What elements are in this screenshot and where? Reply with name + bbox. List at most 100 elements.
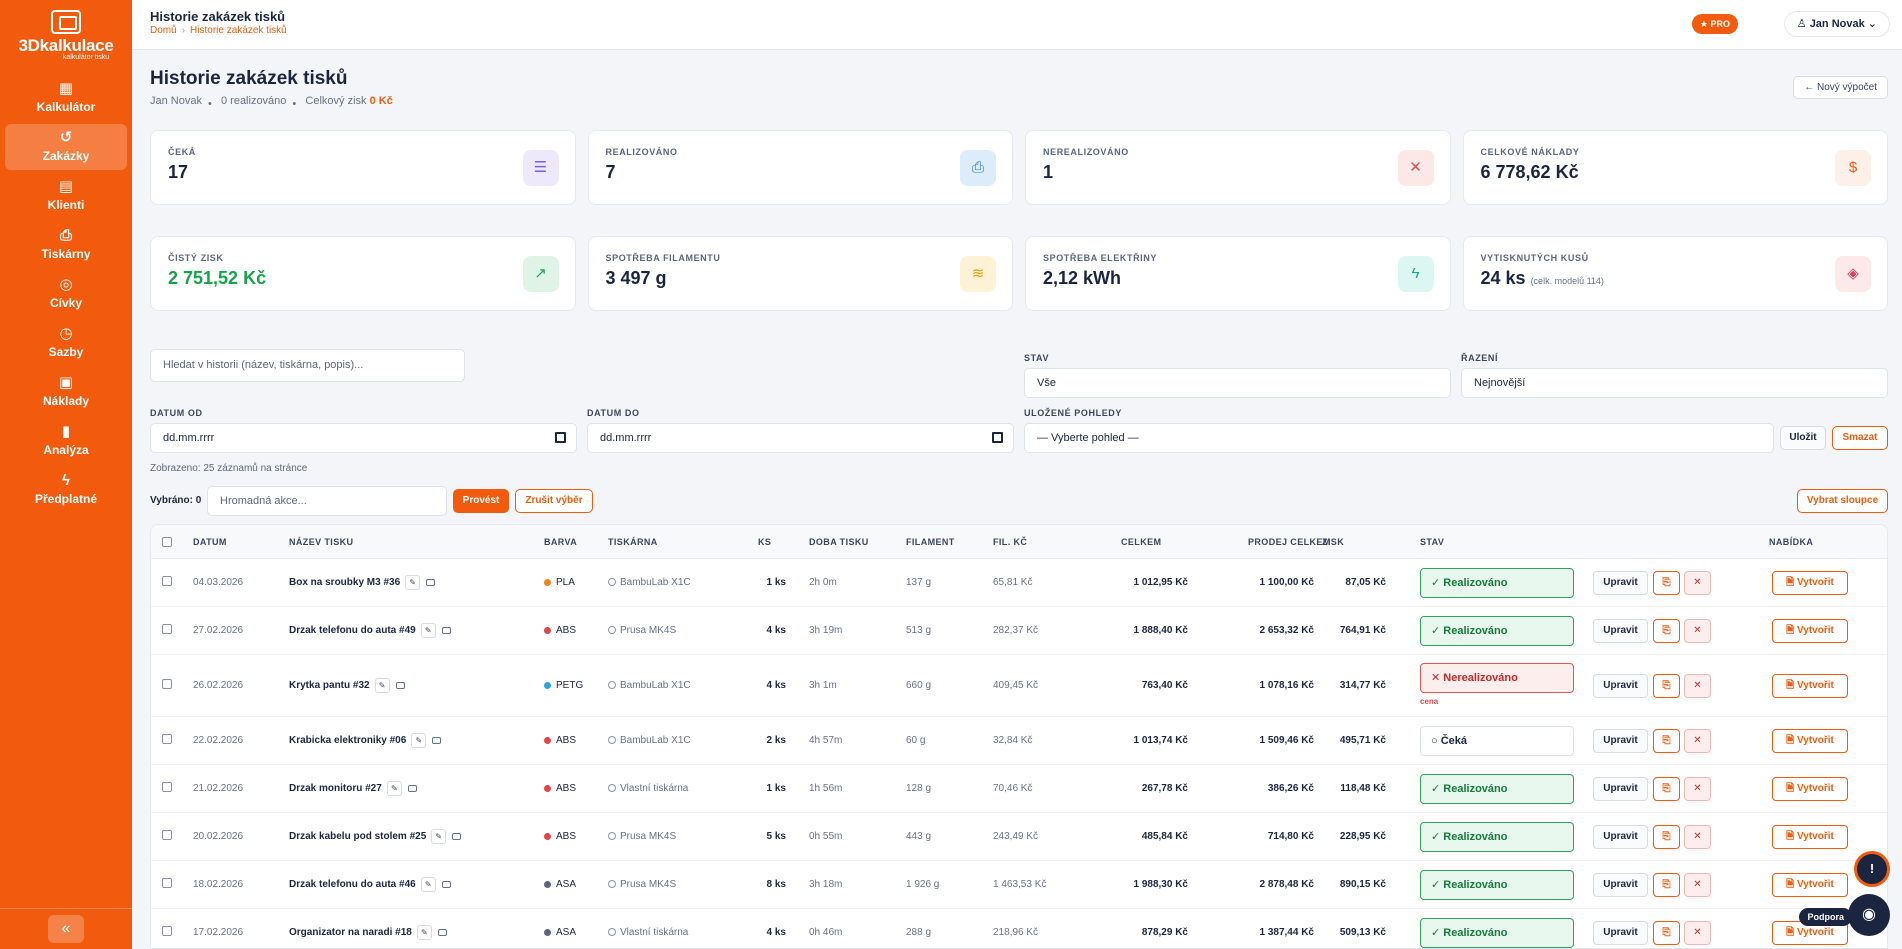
edit-note-icon[interactable]: ✎ — [405, 575, 421, 590]
column-header[interactable]: PRODEJ CELKEM — [1248, 537, 1331, 547]
column-header[interactable]: STAV — [1420, 537, 1445, 547]
edit-button[interactable]: Upravit — [1593, 777, 1648, 801]
bulk-action-select[interactable]: Hromadná akce... — [207, 486, 447, 516]
calendar-icon[interactable] — [992, 432, 1003, 443]
sidebar-item-spool[interactable]: ◎ Cívky — [5, 271, 127, 317]
comment-icon[interactable] — [441, 627, 451, 634]
create-offer-button[interactable]: 🗎 Vytvořit — [1772, 873, 1848, 897]
edit-note-icon[interactable]: ✎ — [416, 925, 432, 940]
row-checkbox[interactable] — [162, 734, 172, 744]
row-checkbox[interactable] — [162, 576, 172, 586]
comment-icon[interactable] — [407, 785, 417, 792]
status-select[interactable]: ✓ Realizováno — [1420, 774, 1574, 804]
create-offer-button[interactable]: 🗎 Vytvořit — [1772, 729, 1848, 753]
row-checkbox[interactable] — [162, 878, 172, 888]
saved-views-select[interactable]: — Vyberte pohled — — [1024, 423, 1774, 453]
create-offer-button[interactable]: 🗎 Vytvořit — [1772, 825, 1848, 849]
comment-icon[interactable] — [426, 579, 436, 586]
column-header[interactable]: BARVA — [544, 537, 578, 547]
sidebar-item-wallet[interactable]: ▣ Náklady — [5, 369, 127, 415]
edit-note-icon[interactable]: ✎ — [420, 877, 436, 892]
comment-icon[interactable] — [441, 881, 451, 888]
sidebar-item-history[interactable]: ↺ Zakázky — [5, 124, 127, 170]
row-checkbox[interactable] — [162, 624, 172, 634]
create-offer-button[interactable]: 🗎 Vytvořit — [1772, 619, 1848, 643]
row-name-text[interactable]: Drzak monitoru #27 — [289, 783, 382, 795]
row-checkbox[interactable] — [162, 926, 172, 936]
clear-selection-button[interactable]: Zrušit výběr — [515, 489, 593, 513]
delete-button[interactable]: ✕ — [1684, 825, 1711, 849]
status-select[interactable]: ✓ Realizováno — [1420, 870, 1574, 900]
copy-button[interactable]: ⎘ — [1653, 619, 1680, 643]
edit-button[interactable]: Upravit — [1593, 571, 1648, 595]
column-header[interactable]: NABÍDKA — [1769, 537, 1814, 547]
user-menu-button[interactable]: ♙ Jan Novak ⌄ — [1783, 11, 1890, 37]
run-bulk-action-button[interactable]: Provést — [453, 489, 509, 513]
column-header[interactable]: FIL. KČ — [993, 537, 1028, 547]
comment-icon[interactable] — [395, 682, 405, 689]
status-select[interactable]: ✓ Realizováno — [1420, 918, 1574, 948]
row-name-text[interactable]: Drzak telefonu do auta #46 — [289, 879, 416, 891]
support-chat-button[interactable]: ◉ — [1848, 894, 1890, 936]
copy-button[interactable]: ⎘ — [1653, 571, 1680, 595]
delete-button[interactable]: ✕ — [1684, 873, 1711, 897]
date-to-input[interactable]: dd.mm.rrrr — [587, 423, 1014, 453]
column-header[interactable]: FILAMENT — [906, 537, 955, 547]
column-header[interactable]: DOBA TISKU — [809, 537, 869, 547]
status-select[interactable]: ✕ Nerealizováno — [1420, 663, 1574, 693]
comment-icon[interactable] — [437, 929, 447, 936]
copy-button[interactable]: ⎘ — [1653, 873, 1680, 897]
edit-note-icon[interactable]: ✎ — [420, 623, 436, 638]
edit-button[interactable]: Upravit — [1593, 825, 1648, 849]
collapse-sidebar-button[interactable]: « — [48, 915, 84, 943]
search-input[interactable]: Hledat v historii (název, tiskárna, popi… — [150, 349, 465, 382]
status-select[interactable]: ✓ Realizováno — [1420, 822, 1574, 852]
edit-button[interactable]: Upravit — [1593, 619, 1648, 643]
row-checkbox[interactable] — [162, 782, 172, 792]
choose-columns-button[interactable]: Vybrat sloupce — [1797, 489, 1888, 513]
status-select[interactable]: ○ Čeká — [1420, 726, 1574, 756]
copy-button[interactable]: ⎘ — [1653, 729, 1680, 753]
column-header[interactable]: DATUM — [193, 537, 227, 547]
column-header[interactable]: KS — [758, 537, 772, 547]
comment-icon[interactable] — [432, 737, 442, 744]
save-view-button[interactable]: Uložit — [1780, 426, 1826, 450]
create-offer-button[interactable]: 🗎 Vytvořit — [1772, 674, 1848, 698]
delete-button[interactable]: ✕ — [1684, 619, 1711, 643]
delete-view-button[interactable]: Smazat — [1832, 426, 1888, 450]
row-name-text[interactable]: Krabicka elektroniky #06 — [289, 735, 407, 747]
row-name-text[interactable]: Organizator na naradi #18 — [289, 927, 412, 939]
column-header[interactable]: TISKÁRNA — [608, 537, 658, 547]
edit-note-icon[interactable]: ✎ — [411, 733, 427, 748]
row-checkbox[interactable] — [162, 679, 172, 689]
copy-button[interactable]: ⎘ — [1653, 777, 1680, 801]
edit-note-icon[interactable]: ✎ — [374, 678, 390, 693]
column-header[interactable]: NÁZEV TISKU — [289, 537, 354, 547]
row-name-text[interactable]: Box na sroubky M3 #36 — [289, 577, 401, 589]
copy-button[interactable]: ⎘ — [1653, 674, 1680, 698]
create-offer-button[interactable]: 🗎 Vytvořit — [1772, 777, 1848, 801]
edit-note-icon[interactable]: ✎ — [386, 781, 402, 796]
copy-button[interactable]: ⎘ — [1653, 921, 1680, 945]
date-from-input[interactable]: dd.mm.rrrr — [150, 423, 577, 453]
status-select[interactable]: ✓ Realizováno — [1420, 616, 1574, 646]
edit-button[interactable]: Upravit — [1593, 674, 1648, 698]
edit-note-icon[interactable]: ✎ — [431, 829, 447, 844]
row-checkbox[interactable] — [162, 830, 172, 840]
sidebar-item-calculator[interactable]: ▦ Kalkulátor — [5, 75, 127, 121]
brand-logo[interactable]: 3Dkalkulace kalkulátor tisku — [0, 0, 132, 72]
create-offer-button[interactable]: 🗎 Vytvořit — [1772, 571, 1848, 595]
new-calculation-button[interactable]: ← Nový výpočet — [1793, 76, 1888, 99]
sort-select[interactable]: Nejnovější — [1461, 368, 1888, 398]
sidebar-item-bar-chart[interactable]: ▮ Analýza — [5, 418, 127, 464]
sidebar-item-printer[interactable]: ⎙ Tiskárny — [5, 222, 127, 268]
status-select[interactable]: ✓ Realizováno — [1420, 568, 1574, 598]
delete-button[interactable]: ✕ — [1684, 729, 1711, 753]
copy-button[interactable]: ⎘ — [1653, 825, 1680, 849]
row-name-text[interactable]: Krytka pantu #32 — [289, 680, 370, 692]
delete-button[interactable]: ✕ — [1684, 674, 1711, 698]
delete-button[interactable]: ✕ — [1684, 777, 1711, 801]
pro-badge[interactable]: ★ PRO — [1691, 14, 1738, 34]
edit-button[interactable]: Upravit — [1593, 873, 1648, 897]
status-select[interactable]: Vše — [1024, 368, 1451, 398]
